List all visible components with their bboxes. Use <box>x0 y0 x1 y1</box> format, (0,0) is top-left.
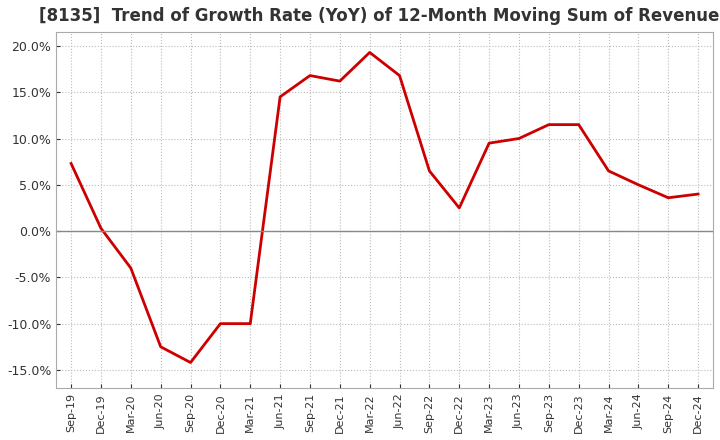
Title: [8135]  Trend of Growth Rate (YoY) of 12-Month Moving Sum of Revenues: [8135] Trend of Growth Rate (YoY) of 12-… <box>40 7 720 25</box>
